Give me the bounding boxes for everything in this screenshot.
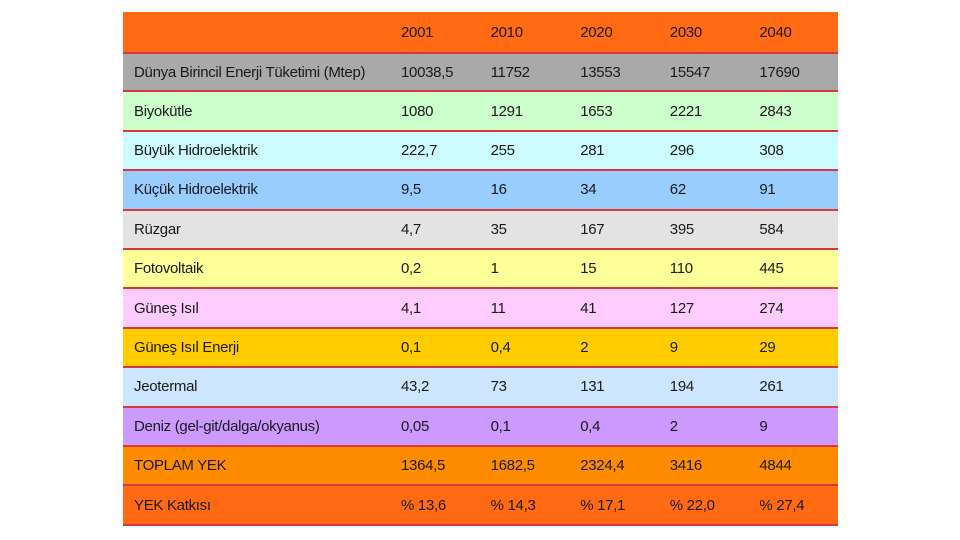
value-cell: 0,4	[479, 327, 570, 369]
table-row: Küçük Hidroelektrik 9,5 16 34 62 91	[123, 170, 838, 211]
value-cell: 15	[569, 249, 659, 290]
value-cell: 2	[658, 406, 749, 448]
value-cell: 255	[479, 130, 570, 172]
row-label: Deniz (gel-git/dalga/okyanus)	[123, 406, 390, 448]
row-label: Jeotermal	[123, 367, 390, 408]
value-cell: 17690	[748, 53, 838, 93]
value-cell: 10038,5	[390, 53, 480, 93]
row-label: Fotovoltaik	[123, 249, 390, 290]
row-label: Dünya Birincil Enerji Tüketimi (Mtep)	[123, 53, 390, 93]
row-label: YEK Katkısı	[123, 485, 390, 526]
value-cell: 0,2	[390, 249, 480, 290]
value-cell: 4844	[748, 446, 838, 487]
value-cell: 2843	[748, 91, 838, 132]
value-cell: 308	[748, 130, 838, 172]
value-cell: 167	[569, 209, 659, 251]
value-cell: 222,7	[390, 130, 480, 172]
value-cell: 4,1	[390, 288, 480, 329]
year-header: 2040	[748, 12, 838, 54]
table-row: Deniz (gel-git/dalga/okyanus) 0,05 0,1 0…	[123, 406, 838, 448]
value-cell: 395	[658, 209, 749, 251]
row-label: Küçük Hidroelektrik	[123, 170, 390, 211]
value-cell: 35	[479, 209, 570, 251]
table-row: Fotovoltaik 0,2 1 15 110 445	[123, 249, 838, 290]
row-label: Biyokütle	[123, 91, 390, 132]
value-cell: 110	[658, 249, 749, 290]
value-cell: 9	[658, 327, 749, 369]
value-cell: 2221	[658, 91, 749, 132]
value-cell: 11752	[479, 53, 570, 93]
value-cell: 29	[748, 327, 838, 369]
value-cell: % 27,4	[748, 485, 838, 526]
renewable-contribution-row: YEK Katkısı % 13,6 % 14,3 % 17,1 % 22,0 …	[123, 485, 838, 526]
value-cell: % 22,0	[658, 485, 749, 526]
value-cell: 3416	[658, 446, 749, 487]
energy-forecast-table: 2001 2010 2020 2030 2040 Dünya Birincil …	[123, 12, 838, 526]
value-cell: % 17,1	[569, 485, 659, 526]
value-cell: 0,05	[390, 406, 480, 448]
value-cell: 41	[569, 288, 659, 329]
year-header: 2030	[658, 12, 749, 54]
value-cell: 9,5	[390, 170, 480, 211]
value-cell: 2324,4	[569, 446, 659, 487]
value-cell: 1080	[390, 91, 480, 132]
value-cell: 62	[658, 170, 749, 211]
value-cell: 261	[748, 367, 838, 408]
year-header: 2010	[479, 12, 570, 54]
value-cell: 0,4	[569, 406, 659, 448]
value-cell: 73	[479, 367, 570, 408]
table-row: Büyük Hidroelektrik 222,7 255 281 296 30…	[123, 130, 838, 172]
world-consumption-row: Dünya Birincil Enerji Tüketimi (Mtep) 10…	[123, 53, 838, 93]
year-header: 2001	[390, 12, 480, 54]
value-cell: 0,1	[390, 327, 480, 369]
row-label: TOPLAM YEK	[123, 446, 390, 487]
value-cell: 1653	[569, 91, 659, 132]
value-cell: 9	[748, 406, 838, 448]
value-cell: 1364,5	[390, 446, 480, 487]
table-row: Güneş Isıl Enerji 0,1 0,4 2 9 29	[123, 327, 838, 369]
value-cell: 445	[748, 249, 838, 290]
row-label: Rüzgar	[123, 209, 390, 251]
table-row: Biyokütle 1080 1291 1653 2221 2843	[123, 91, 838, 132]
value-cell: 43,2	[390, 367, 480, 408]
value-cell: 91	[748, 170, 838, 211]
value-cell: 194	[658, 367, 749, 408]
value-cell: 274	[748, 288, 838, 329]
table-row: Güneş Isıl 4,1 11 41 127 274	[123, 288, 838, 329]
total-renewable-row: TOPLAM YEK 1364,5 1682,5 2324,4 3416 484…	[123, 446, 838, 487]
value-cell: 13553	[569, 53, 659, 93]
value-cell: 4,7	[390, 209, 480, 251]
row-label: Güneş Isıl	[123, 288, 390, 329]
value-cell: 16	[479, 170, 570, 211]
value-cell: 131	[569, 367, 659, 408]
value-cell: 281	[569, 130, 659, 172]
value-cell: 1	[479, 249, 570, 290]
year-header: 2020	[569, 12, 659, 54]
value-cell: 0,1	[479, 406, 570, 448]
header-label-cell	[123, 12, 390, 54]
value-cell: 2	[569, 327, 659, 369]
value-cell: 11	[479, 288, 570, 329]
value-cell: 296	[658, 130, 749, 172]
row-label: Büyük Hidroelektrik	[123, 130, 390, 172]
value-cell: 1291	[479, 91, 570, 132]
value-cell: 34	[569, 170, 659, 211]
table-row: Rüzgar 4,7 35 167 395 584	[123, 209, 838, 251]
table-row: Jeotermal 43,2 73 131 194 261	[123, 367, 838, 408]
value-cell: 584	[748, 209, 838, 251]
value-cell: 15547	[658, 53, 749, 93]
value-cell: 127	[658, 288, 749, 329]
value-cell: % 13,6	[390, 485, 480, 526]
row-label: Güneş Isıl Enerji	[123, 327, 390, 369]
header-row: 2001 2010 2020 2030 2040	[123, 12, 838, 54]
value-cell: % 14,3	[479, 485, 570, 526]
value-cell: 1682,5	[479, 446, 570, 487]
